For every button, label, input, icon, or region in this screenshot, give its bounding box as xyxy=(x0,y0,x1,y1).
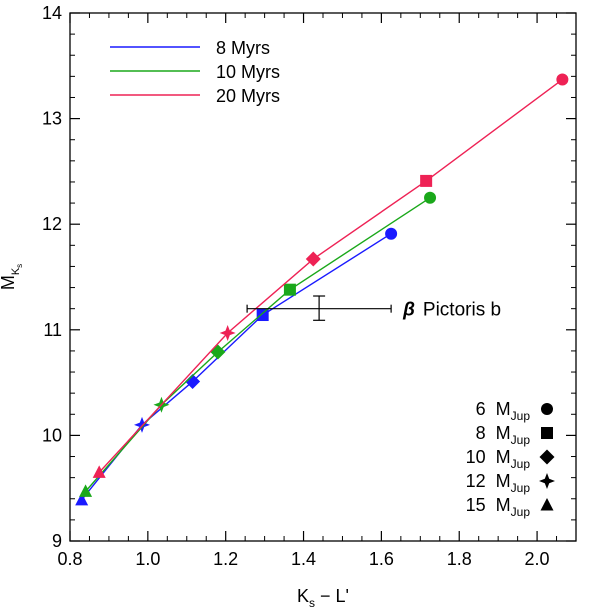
x-axis-label: Ks − L' xyxy=(297,586,349,610)
data-point-circle xyxy=(424,191,437,204)
mass-number: 12 xyxy=(466,471,486,491)
axis-ticks: 0.8 1.0 1.2 1.4 1.6 1.8 2.0 9 10 11 12 13 14 xyxy=(42,3,577,569)
legend-label-8-myrs: 8 Myrs xyxy=(216,38,270,58)
series-line-20-myrs xyxy=(98,78,563,473)
marker-key-symbol-triangle xyxy=(540,498,554,511)
mass-unit: M xyxy=(496,495,511,515)
mass-number: 10 xyxy=(466,447,486,467)
marker-key-symbol-diamond xyxy=(539,449,555,465)
y-tick-label: 10 xyxy=(42,425,62,445)
legend-label-20-myrs: 20 Myrs xyxy=(216,86,280,106)
data-point-square xyxy=(256,309,269,322)
greek-beta: β xyxy=(402,300,415,321)
data-point-star xyxy=(134,416,151,433)
x-tick-label: 0.8 xyxy=(57,549,82,569)
object-name: Pictoris b xyxy=(423,300,501,321)
data-point-square xyxy=(283,283,296,296)
marker-key-label: 8 MJup xyxy=(476,423,531,447)
y-tick-label: 14 xyxy=(42,3,62,23)
data-point-circle xyxy=(556,73,569,86)
error-point-label: β Pictoris b xyxy=(402,300,501,321)
legend: 8 Myrs 10 Myrs 20 Myrs xyxy=(110,38,280,106)
x-tick-label: 1.4 xyxy=(291,549,316,569)
x-tick-label: 1.2 xyxy=(213,549,238,569)
y-tick-label: 11 xyxy=(43,320,62,340)
marker-key-symbol-star xyxy=(539,473,555,489)
x-tick-label: 1.6 xyxy=(369,549,394,569)
y-tick-label: 13 xyxy=(42,109,62,129)
y-tick-label: 12 xyxy=(42,214,62,234)
mass-number: 8 xyxy=(476,423,486,443)
x-tick-label: 2.0 xyxy=(525,549,550,569)
marker-key-symbol-circle xyxy=(541,403,553,415)
mass-number: 15 xyxy=(466,495,486,515)
series-8-myrs xyxy=(75,227,398,506)
series-line-8-myrs xyxy=(81,233,392,501)
marker-key-label: 15 MJup xyxy=(466,495,531,519)
data-point-diamond xyxy=(185,374,201,390)
series-20-myrs xyxy=(92,73,569,478)
y-axis-label: MKs xyxy=(0,264,24,290)
mass-unit: M xyxy=(496,399,511,419)
data-point-circle xyxy=(385,227,398,240)
marker-key-label: 10 MJup xyxy=(466,447,531,471)
mass-unit-sub: Jup xyxy=(511,409,531,423)
error-point: β Pictoris b xyxy=(246,295,501,321)
marker-key-label: 12 MJup xyxy=(466,471,531,495)
data-point-square xyxy=(420,174,433,187)
mass-unit-sub: Jup xyxy=(511,457,531,471)
mass-unit-sub: Jup xyxy=(511,433,531,447)
data-point-diamond xyxy=(305,251,321,267)
mass-unit: M xyxy=(496,423,511,443)
series-10-myrs xyxy=(79,191,437,497)
data-point-star xyxy=(219,324,236,341)
legend-label-10-myrs: 10 Myrs xyxy=(216,62,280,82)
x-tick-label: 1.8 xyxy=(447,549,472,569)
marker-key-symbol-square xyxy=(541,427,553,439)
data-point-triangle xyxy=(75,492,89,506)
marker-key-label: 6 MJup xyxy=(476,399,531,423)
data-point-triangle xyxy=(92,465,106,478)
y-tick-label: 9 xyxy=(52,531,62,551)
series-layer xyxy=(75,73,569,506)
mass-number: 6 xyxy=(476,399,486,419)
mass-unit: M xyxy=(496,471,511,491)
x-tick-label: 1.0 xyxy=(135,549,160,569)
mass-unit-sub: Jup xyxy=(511,481,531,495)
data-point-triangle xyxy=(79,484,93,497)
mass-unit: M xyxy=(496,447,511,467)
mass-unit-sub: Jup xyxy=(511,505,531,519)
